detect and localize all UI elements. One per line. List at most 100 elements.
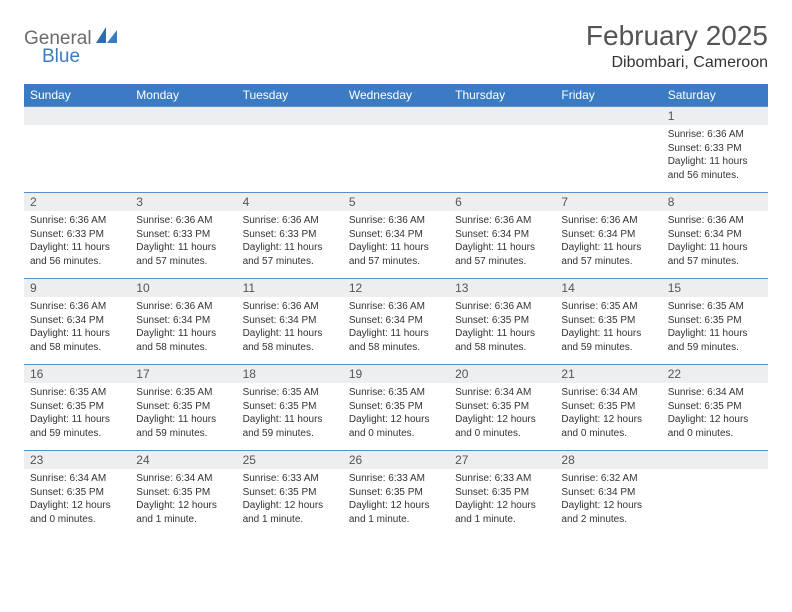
calendar-day: 16Sunrise: 6:35 AMSunset: 6:35 PMDayligh… [24, 365, 130, 451]
day-header: Monday [130, 84, 236, 107]
day-details: Sunrise: 6:36 AMSunset: 6:34 PMDaylight:… [24, 297, 130, 358]
sunrise-text: Sunrise: 6:35 AM [561, 300, 655, 314]
day-number: 19 [343, 365, 449, 383]
calendar-day: 22Sunrise: 6:34 AMSunset: 6:35 PMDayligh… [662, 365, 768, 451]
day-details: Sunrise: 6:36 AMSunset: 6:34 PMDaylight:… [237, 297, 343, 358]
day-details: Sunrise: 6:33 AMSunset: 6:35 PMDaylight:… [237, 469, 343, 530]
day-number [24, 107, 130, 125]
sunset-text: Sunset: 6:35 PM [561, 400, 655, 414]
calendar-day: 14Sunrise: 6:35 AMSunset: 6:35 PMDayligh… [555, 279, 661, 365]
day-number [662, 451, 768, 469]
day-details: Sunrise: 6:33 AMSunset: 6:35 PMDaylight:… [343, 469, 449, 530]
day-details: Sunrise: 6:34 AMSunset: 6:35 PMDaylight:… [130, 469, 236, 530]
day-header-row: SundayMondayTuesdayWednesdayThursdayFrid… [24, 84, 768, 107]
daylight-text: Daylight: 11 hours and 59 minutes. [243, 413, 337, 440]
daylight-text: Daylight: 11 hours and 59 minutes. [561, 327, 655, 354]
sunset-text: Sunset: 6:34 PM [455, 228, 549, 242]
calendar-body: 1Sunrise: 6:36 AMSunset: 6:33 PMDaylight… [24, 107, 768, 537]
calendar-week: 23Sunrise: 6:34 AMSunset: 6:35 PMDayligh… [24, 451, 768, 537]
daylight-text: Daylight: 11 hours and 57 minutes. [136, 241, 230, 268]
calendar-day: 15Sunrise: 6:35 AMSunset: 6:35 PMDayligh… [662, 279, 768, 365]
title-block: February 2025 Dibombari, Cameroon [586, 20, 768, 72]
day-number: 26 [343, 451, 449, 469]
daylight-text: Daylight: 12 hours and 1 minute. [243, 499, 337, 526]
sunset-text: Sunset: 6:35 PM [30, 486, 124, 500]
calendar-day [555, 107, 661, 193]
sunrise-text: Sunrise: 6:34 AM [136, 472, 230, 486]
daylight-text: Daylight: 11 hours and 58 minutes. [136, 327, 230, 354]
sunset-text: Sunset: 6:34 PM [349, 228, 443, 242]
calendar-day [662, 451, 768, 537]
calendar-day: 1Sunrise: 6:36 AMSunset: 6:33 PMDaylight… [662, 107, 768, 193]
daylight-text: Daylight: 12 hours and 1 minute. [349, 499, 443, 526]
day-details: Sunrise: 6:36 AMSunset: 6:34 PMDaylight:… [662, 211, 768, 272]
sail-icon [96, 26, 118, 44]
sunset-text: Sunset: 6:34 PM [561, 486, 655, 500]
sunset-text: Sunset: 6:33 PM [136, 228, 230, 242]
day-details: Sunrise: 6:36 AMSunset: 6:34 PMDaylight:… [449, 211, 555, 272]
sunrise-text: Sunrise: 6:34 AM [561, 386, 655, 400]
day-number: 8 [662, 193, 768, 211]
day-header: Tuesday [237, 84, 343, 107]
sunset-text: Sunset: 6:35 PM [349, 400, 443, 414]
calendar-day: 28Sunrise: 6:32 AMSunset: 6:34 PMDayligh… [555, 451, 661, 537]
day-number: 21 [555, 365, 661, 383]
sunrise-text: Sunrise: 6:36 AM [243, 300, 337, 314]
calendar-day: 21Sunrise: 6:34 AMSunset: 6:35 PMDayligh… [555, 365, 661, 451]
day-number: 25 [237, 451, 343, 469]
day-header: Saturday [662, 84, 768, 107]
sunset-text: Sunset: 6:34 PM [30, 314, 124, 328]
sunrise-text: Sunrise: 6:36 AM [668, 214, 762, 228]
calendar-day: 3Sunrise: 6:36 AMSunset: 6:33 PMDaylight… [130, 193, 236, 279]
day-details: Sunrise: 6:35 AMSunset: 6:35 PMDaylight:… [130, 383, 236, 444]
day-details: Sunrise: 6:36 AMSunset: 6:34 PMDaylight:… [130, 297, 236, 358]
day-number: 14 [555, 279, 661, 297]
day-details: Sunrise: 6:36 AMSunset: 6:33 PMDaylight:… [662, 125, 768, 186]
calendar-week: 16Sunrise: 6:35 AMSunset: 6:35 PMDayligh… [24, 365, 768, 451]
calendar-day [343, 107, 449, 193]
day-details: Sunrise: 6:35 AMSunset: 6:35 PMDaylight:… [662, 297, 768, 358]
day-details: Sunrise: 6:32 AMSunset: 6:34 PMDaylight:… [555, 469, 661, 530]
calendar-day [449, 107, 555, 193]
sunrise-text: Sunrise: 6:36 AM [668, 128, 762, 142]
sunrise-text: Sunrise: 6:36 AM [243, 214, 337, 228]
daylight-text: Daylight: 11 hours and 57 minutes. [243, 241, 337, 268]
sunset-text: Sunset: 6:33 PM [30, 228, 124, 242]
sunset-text: Sunset: 6:35 PM [136, 400, 230, 414]
sunset-text: Sunset: 6:35 PM [349, 486, 443, 500]
day-details: Sunrise: 6:35 AMSunset: 6:35 PMDaylight:… [343, 383, 449, 444]
daylight-text: Daylight: 11 hours and 58 minutes. [455, 327, 549, 354]
daylight-text: Daylight: 11 hours and 59 minutes. [30, 413, 124, 440]
day-number [130, 107, 236, 125]
calendar-day: 19Sunrise: 6:35 AMSunset: 6:35 PMDayligh… [343, 365, 449, 451]
sunset-text: Sunset: 6:34 PM [243, 314, 337, 328]
location-label: Dibombari, Cameroon [586, 54, 768, 72]
sunset-text: Sunset: 6:35 PM [561, 314, 655, 328]
daylight-text: Daylight: 11 hours and 57 minutes. [561, 241, 655, 268]
calendar-week: 2Sunrise: 6:36 AMSunset: 6:33 PMDaylight… [24, 193, 768, 279]
day-number: 15 [662, 279, 768, 297]
sunrise-text: Sunrise: 6:36 AM [136, 300, 230, 314]
daylight-text: Daylight: 11 hours and 56 minutes. [30, 241, 124, 268]
sunrise-text: Sunrise: 6:33 AM [455, 472, 549, 486]
calendar-day: 5Sunrise: 6:36 AMSunset: 6:34 PMDaylight… [343, 193, 449, 279]
sunset-text: Sunset: 6:35 PM [30, 400, 124, 414]
day-details: Sunrise: 6:36 AMSunset: 6:34 PMDaylight:… [555, 211, 661, 272]
calendar-day: 6Sunrise: 6:36 AMSunset: 6:34 PMDaylight… [449, 193, 555, 279]
day-number: 1 [662, 107, 768, 125]
sunset-text: Sunset: 6:34 PM [349, 314, 443, 328]
sunset-text: Sunset: 6:34 PM [668, 228, 762, 242]
daylight-text: Daylight: 11 hours and 59 minutes. [136, 413, 230, 440]
sunset-text: Sunset: 6:35 PM [243, 400, 337, 414]
calendar-day: 12Sunrise: 6:36 AMSunset: 6:34 PMDayligh… [343, 279, 449, 365]
sunset-text: Sunset: 6:35 PM [455, 400, 549, 414]
calendar-day [24, 107, 130, 193]
sunset-text: Sunset: 6:33 PM [668, 142, 762, 156]
day-number: 10 [130, 279, 236, 297]
day-details: Sunrise: 6:36 AMSunset: 6:34 PMDaylight:… [343, 297, 449, 358]
day-details: Sunrise: 6:35 AMSunset: 6:35 PMDaylight:… [555, 297, 661, 358]
logo-text-block: General Blue [24, 26, 118, 68]
day-details: Sunrise: 6:34 AMSunset: 6:35 PMDaylight:… [662, 383, 768, 444]
day-number: 9 [24, 279, 130, 297]
day-header: Friday [555, 84, 661, 107]
